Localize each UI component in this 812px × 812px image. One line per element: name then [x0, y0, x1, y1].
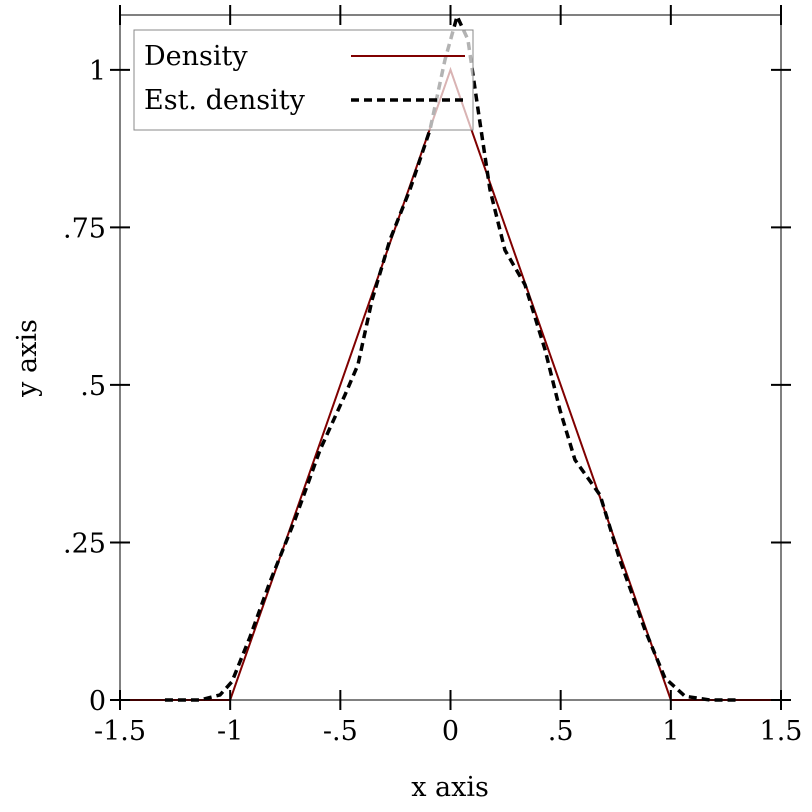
y-tick-label: .75	[63, 213, 106, 244]
y-tick-label: 1	[89, 56, 106, 87]
x-tick-label: 1	[662, 716, 679, 747]
x-tick-label: -.5	[323, 716, 358, 747]
x-axis-label: x axis	[411, 772, 489, 803]
x-tick-label: -1	[217, 716, 243, 747]
y-tick-label: .5	[80, 371, 106, 402]
x-tick-label: .5	[548, 716, 574, 747]
x-tick-label: 1.5	[760, 716, 803, 747]
y-axis-label: y axis	[12, 319, 43, 398]
series-line	[120, 66, 781, 701]
y-tick-label: 0	[89, 686, 106, 717]
legend-box	[133, 29, 474, 131]
legend-label: Est. density	[144, 85, 306, 116]
x-tick-label: 0	[442, 716, 459, 747]
y-tick-label: .25	[63, 528, 106, 559]
x-tick-label: -1.5	[94, 716, 146, 747]
legend-label: Density	[144, 41, 248, 72]
